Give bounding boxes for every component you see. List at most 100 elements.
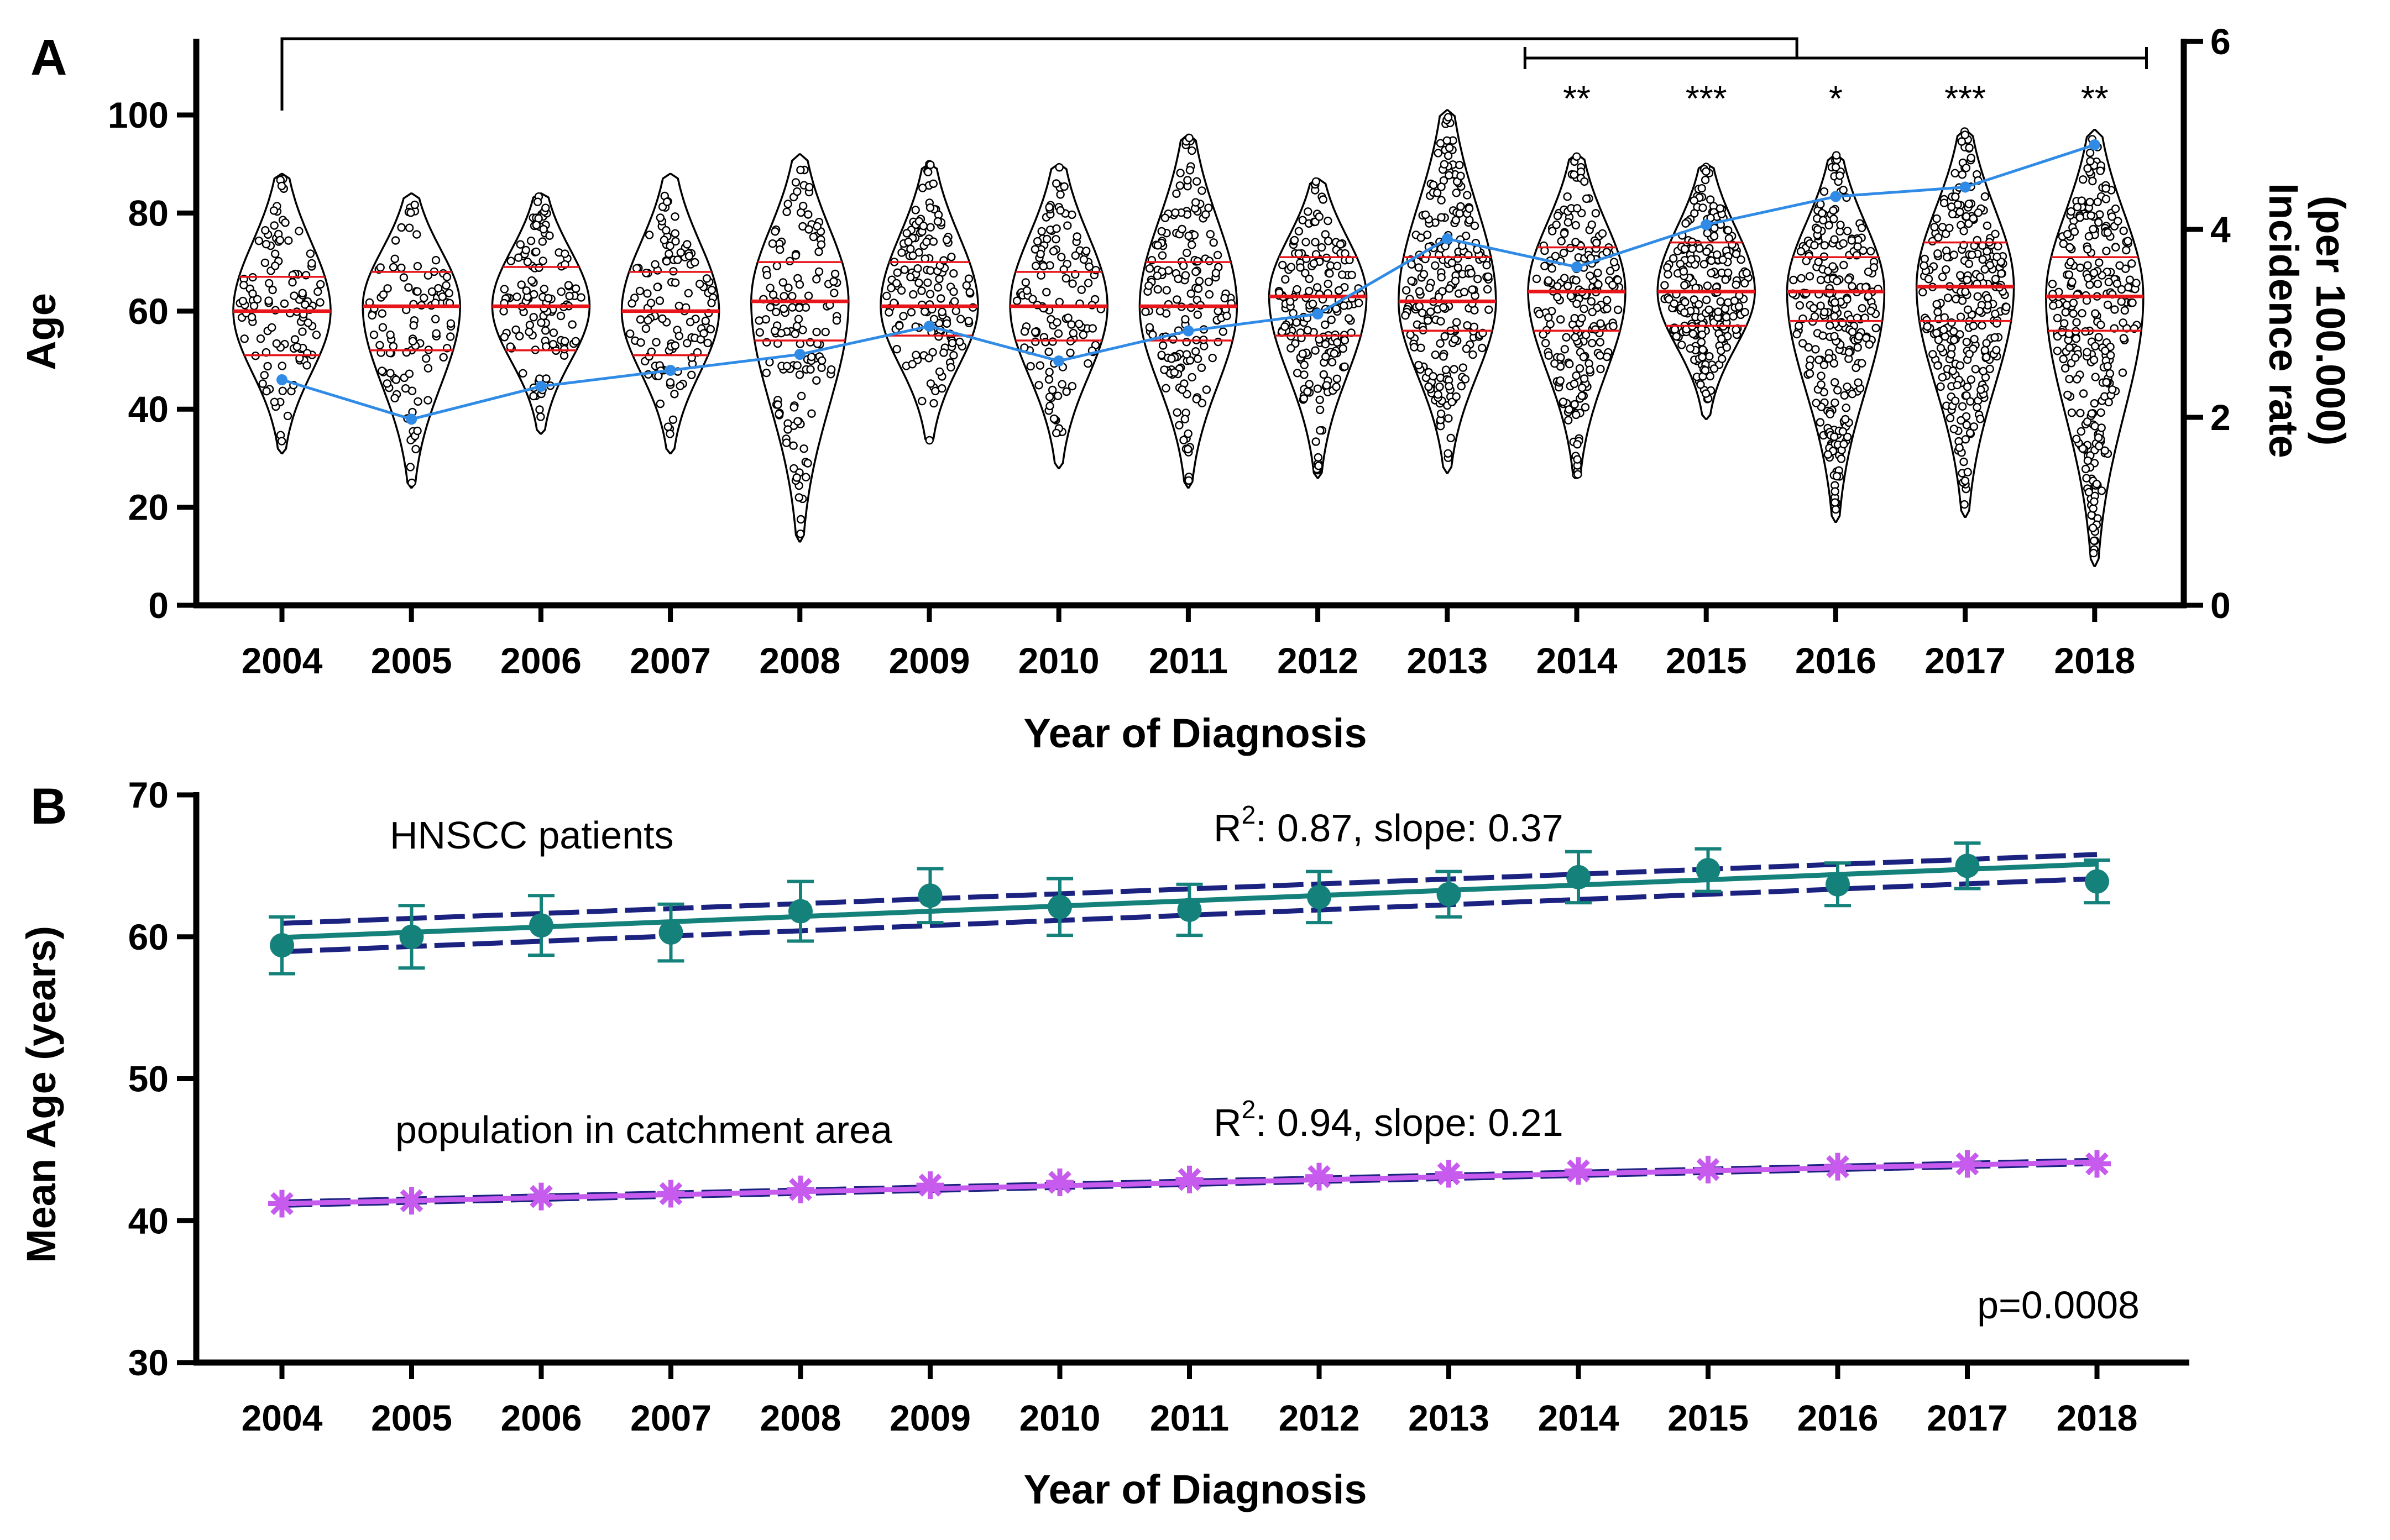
age-dot [390,254,399,263]
age-dot [1218,327,1228,336]
age-dot [1732,325,1740,334]
age-dot [521,245,530,255]
data-point [399,924,424,949]
age-dot [1958,296,1967,305]
age-dot [918,396,927,406]
age-dot [1830,235,1839,244]
x-tick-label: 2014 [1538,1397,1619,1438]
age-dot [1990,333,1999,342]
age-dot [1552,220,1561,229]
age-dot [1686,344,1695,353]
age-dot [1962,212,1971,221]
age-dot [1928,350,1937,359]
age-dot [1201,210,1210,219]
age-dot [1740,308,1749,317]
age-dot [271,249,280,258]
age-dot [1410,343,1419,352]
age-dot [1570,379,1579,389]
age-dot [1826,410,1835,418]
data-point [1696,858,1720,883]
age-dot [2089,224,2098,234]
age-dot [641,324,651,333]
age-dot [2103,362,2112,371]
age-dot [656,213,665,222]
x-tick-label: 2005 [371,640,452,681]
age-dot [1214,307,1222,316]
population-series-label: population in catchment area [395,1108,892,1151]
age-dot [564,281,573,290]
age-dot [686,317,695,327]
age-dot [2096,408,2105,417]
age-dot [1181,271,1190,280]
x-tick-label: 2008 [760,1397,841,1438]
age-dot [813,222,822,231]
age-dot [926,379,935,388]
age-dot [1829,359,1839,368]
age-dot [707,298,716,307]
violin-2015 [1656,163,1756,420]
age-dot [1332,374,1342,383]
x-tick-label: 2011 [1149,640,1228,681]
age-dot [1848,390,1857,399]
age-dot [1461,375,1470,384]
age-dot [413,261,422,271]
age-dot [683,339,692,348]
age-dot [1437,273,1446,282]
age-dot [1441,365,1451,374]
age-dot [1544,351,1553,360]
age-dot [1169,335,1178,344]
age-dot [1817,380,1826,389]
age-dot [2104,277,2114,286]
age-dot [1964,200,1974,208]
age-dot [799,444,808,453]
age-dot [691,258,699,267]
age-dot [1829,432,1839,441]
age-dot [1852,363,1860,373]
age-dot [1963,305,1973,314]
age-dot [1924,275,1933,284]
age-dot [1444,449,1452,458]
age-dot [538,256,547,265]
age-dot [2107,385,2117,394]
age-dot [1191,347,1200,356]
age-dot [423,364,433,373]
age-dot [1571,238,1580,247]
age-dot [946,363,955,372]
age-dot [1153,271,1162,280]
age-dot [1980,345,1990,355]
age-dot [512,292,521,301]
age-dot [2076,408,2085,417]
age-dot [1716,297,1725,306]
age-dot [1804,343,1813,352]
age-dot [1596,338,1605,347]
age-dot [1445,143,1454,153]
age-dot [2078,309,2086,318]
hnscc-fit-r: R [1214,806,1242,850]
age-dot [1978,321,1986,330]
age-dot [794,315,803,323]
data-point [2085,869,2109,894]
age-dot [1949,425,1959,433]
age-dot [1044,375,1054,384]
age-dot [565,291,574,301]
age-dot [1205,290,1214,299]
age-dot [1458,363,1468,372]
age-dot [1544,313,1553,322]
age-dot [1330,349,1339,358]
age-dot [821,327,830,337]
y-tick-label: 100 [108,95,169,135]
age-dot [1311,238,1320,247]
y-tick-label: 40 [128,389,169,429]
age-dot [383,379,391,388]
age-dot [577,293,585,302]
age-dot [1865,340,1874,349]
age-dot [926,160,935,169]
age-dot [1335,286,1343,295]
age-dot [1309,259,1319,268]
age-dot [1572,371,1581,380]
age-dot [1340,362,1349,371]
age-dot [1445,284,1454,293]
age-dot [404,283,413,292]
age-dot [423,271,433,280]
significance-label: ** [1563,78,1591,118]
